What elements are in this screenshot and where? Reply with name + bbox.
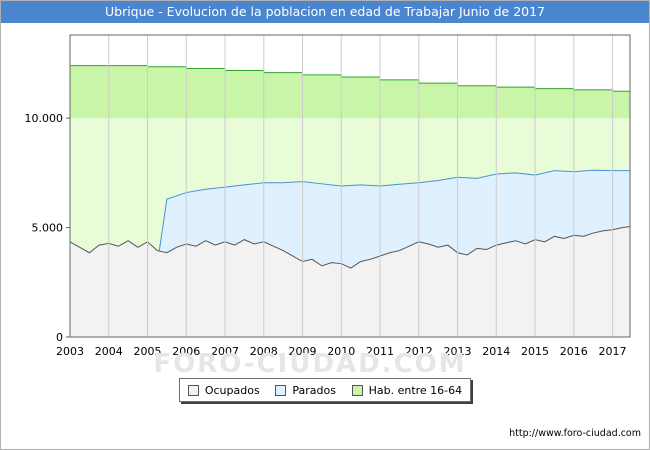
legend-swatch-hab — [351, 384, 363, 396]
legend-item-hab: Hab. entre 16-64 — [351, 383, 463, 397]
x-tick-label: 2007 — [211, 345, 239, 358]
legend-item-ocupados: Ocupados — [187, 383, 260, 397]
parados-area — [159, 170, 630, 269]
legend-item-parados: Parados — [275, 384, 336, 397]
legend-swatch-parados — [275, 384, 287, 396]
hab-area-strong — [70, 65, 630, 119]
plot-border — [69, 34, 631, 338]
x-tick-label: 2004 — [95, 345, 123, 358]
ocupados-series-line — [69, 225, 631, 269]
x-tick-label: 2006 — [172, 345, 200, 358]
x-tick-label: 2009 — [289, 345, 317, 358]
legend-label-parados: Parados — [292, 383, 336, 397]
y-tick-label: 0 — [56, 331, 63, 344]
legend-label-hab: Hab. entre 16-64 — [368, 383, 463, 397]
x-tick-label: 2008 — [250, 345, 278, 358]
x-tick-label: 2017 — [599, 345, 627, 358]
legend-swatch-ocupados — [187, 384, 199, 396]
watermark-text: FORO-CIUDAD.COM — [153, 349, 466, 379]
x-tick-label: 2014 — [482, 345, 510, 358]
chart-title: Ubrique - Evolucion de la poblacion en e… — [1, 1, 649, 23]
parados-series-line — [158, 169, 630, 252]
x-tick-label: 2015 — [521, 345, 549, 358]
x-tick-label: 2011 — [366, 345, 394, 358]
ocupados-area — [70, 226, 630, 337]
legend-label-ocupados: Ocupados — [204, 383, 260, 397]
source-link[interactable]: http://www.foro-ciudad.com — [509, 428, 641, 439]
x-tick-label: 2012 — [405, 345, 433, 358]
x-tick-label: 2010 — [327, 345, 355, 358]
y-tick-label: 10.000 — [25, 112, 64, 125]
chart-legend: Ocupados Parados Hab. entre 16-64 — [179, 378, 471, 402]
x-tick-label: 2005 — [134, 345, 162, 358]
x-tick-label: 2003 — [56, 345, 84, 358]
y-tick-label: 5.000 — [32, 222, 64, 235]
x-tick-label: 2016 — [560, 345, 588, 358]
x-tick-label: 2013 — [444, 345, 472, 358]
